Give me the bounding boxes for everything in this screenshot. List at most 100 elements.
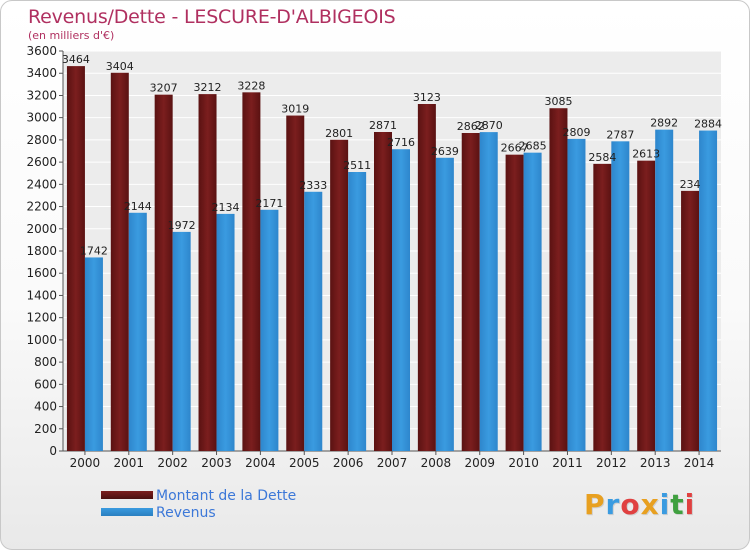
bar-revenus-2012 [611, 141, 630, 452]
x-tick-label-2000: 2000 [70, 456, 101, 470]
y-tick-label: 2000 [26, 222, 57, 236]
data-label-dette-2007: 2871 [369, 119, 397, 132]
data-label-revenus-2010: 2685 [519, 140, 547, 153]
bar-revenus-2011 [567, 138, 586, 451]
data-label-dette-2001: 3404 [106, 60, 134, 73]
bar-dette-2007 [374, 132, 392, 451]
data-label-revenus-2003: 2134 [212, 201, 240, 214]
data-label-revenus-2006: 2511 [343, 159, 371, 172]
data-label-revenus-2002: 1972 [168, 219, 196, 232]
y-tick-label: 800 [34, 355, 57, 369]
data-label-revenus-2012: 2787 [606, 128, 634, 141]
logo-letter: P [584, 488, 606, 521]
data-label-dette-2000: 3464 [62, 53, 90, 66]
data-label-dette-2013: 2613 [632, 148, 660, 161]
chart-title: Revenus/Dette - LESCURE-D'ALBIGEOIS [28, 6, 396, 28]
logo-letter: x [640, 488, 660, 521]
bar-revenus-2007 [392, 149, 410, 451]
bar-dette-2000 [66, 66, 85, 451]
bar-revenus-2009 [479, 132, 498, 451]
legend-label-dette: Montant de la Dette [156, 488, 297, 504]
logo-letter: i [659, 488, 671, 521]
bar-revenus-2004 [260, 209, 279, 451]
data-label-revenus-2014: 2884 [694, 118, 722, 131]
data-label-dette-2012: 2584 [588, 151, 616, 164]
x-tick-label-2004: 2004 [245, 456, 276, 470]
bar-dette-2008 [417, 104, 436, 451]
y-tick-label: 2800 [26, 133, 57, 147]
data-label-revenus-2008: 2639 [431, 145, 459, 158]
x-tick-label-2010: 2010 [508, 456, 539, 470]
bar-dette-2002 [154, 94, 173, 452]
bar-revenus-2008 [435, 157, 454, 451]
bar-revenus-2003 [216, 213, 235, 451]
y-tick-label: 600 [34, 377, 57, 391]
bar-dette-2006 [330, 139, 349, 451]
logo-letter: r [605, 488, 621, 521]
logo-letter: o [620, 488, 641, 521]
x-tick-label-2002: 2002 [157, 456, 188, 470]
y-tick-label: 3600 [26, 44, 57, 58]
logo-letter: t [670, 488, 685, 521]
legend-swatch-revenus [101, 508, 153, 516]
legend-label-revenus: Revenus [156, 505, 216, 521]
chart-subtitle: (en milliers d'€) [28, 29, 115, 42]
y-tick-label: 2400 [26, 177, 57, 191]
bar-dette-2010 [505, 154, 524, 451]
logo-letter: i [684, 488, 696, 521]
data-label-revenus-2005: 2333 [299, 179, 327, 192]
bar-dette-2012 [593, 163, 612, 451]
x-tick-label-2003: 2003 [201, 456, 232, 470]
y-tick-label: 1200 [26, 311, 57, 325]
y-tick-label: 2600 [26, 155, 57, 169]
data-label-dette-2003: 3212 [194, 81, 222, 94]
x-tick-label-2009: 2009 [464, 456, 495, 470]
bar-revenus-2010 [523, 152, 542, 451]
data-label-dette-2005: 3019 [281, 103, 309, 116]
bar-dette-2011 [549, 108, 568, 451]
y-tick-label: 200 [34, 422, 57, 436]
bar-dette-2014 [681, 190, 700, 451]
y-tick-label: 3000 [26, 111, 57, 125]
y-tick-label: 1800 [26, 244, 57, 258]
y-tick-label: 400 [34, 400, 57, 414]
bar-dette-2013 [637, 160, 656, 451]
data-label-revenus-2004: 2171 [255, 197, 283, 210]
proxiti-logo: Proxiti [584, 488, 695, 521]
data-label-revenus-2009: 2870 [475, 119, 503, 132]
bar-revenus-2005 [304, 191, 323, 451]
data-label-revenus-2007: 2716 [387, 136, 415, 149]
bar-revenus-2014 [699, 130, 718, 452]
y-tick-label: 2200 [26, 200, 57, 214]
data-label-dette-2008: 3123 [413, 91, 441, 104]
data-label-revenus-2011: 2809 [562, 126, 590, 139]
data-label-revenus-2000: 1742 [80, 244, 108, 257]
y-tick-label: 3200 [26, 88, 57, 102]
bar-revenus-2006 [348, 172, 367, 451]
data-label-dette-2011: 3085 [544, 95, 572, 108]
bar-dette-2001 [110, 72, 129, 452]
x-tick-label-2008: 2008 [421, 456, 452, 470]
data-label-dette-2004: 3228 [237, 79, 265, 92]
bar-revenus-2000 [84, 257, 103, 451]
x-tick-label-2005: 2005 [289, 456, 320, 470]
data-label-dette-2006: 2801 [325, 127, 353, 140]
data-label-dette-2010: 2667 [501, 142, 529, 155]
bar-dette-2004 [242, 92, 261, 451]
data-label-dette-2014: 234 [680, 178, 701, 191]
bar-revenus-2002 [172, 231, 191, 451]
y-tick-label: 1000 [26, 333, 57, 347]
x-tick-label-2013: 2013 [640, 456, 671, 470]
bar-dette-2009 [461, 133, 480, 451]
bar-dette-2005 [286, 115, 305, 452]
x-tick-label-2006: 2006 [333, 456, 364, 470]
data-label-dette-2002: 3207 [150, 82, 178, 95]
y-tick-label: 0 [49, 444, 57, 458]
y-tick-label: 1400 [26, 288, 57, 302]
y-tick-label: 1600 [26, 266, 57, 280]
y-tick-label: 3400 [26, 66, 57, 80]
x-tick-label-2014: 2014 [684, 456, 715, 470]
data-label-revenus-2001: 2144 [124, 200, 152, 213]
